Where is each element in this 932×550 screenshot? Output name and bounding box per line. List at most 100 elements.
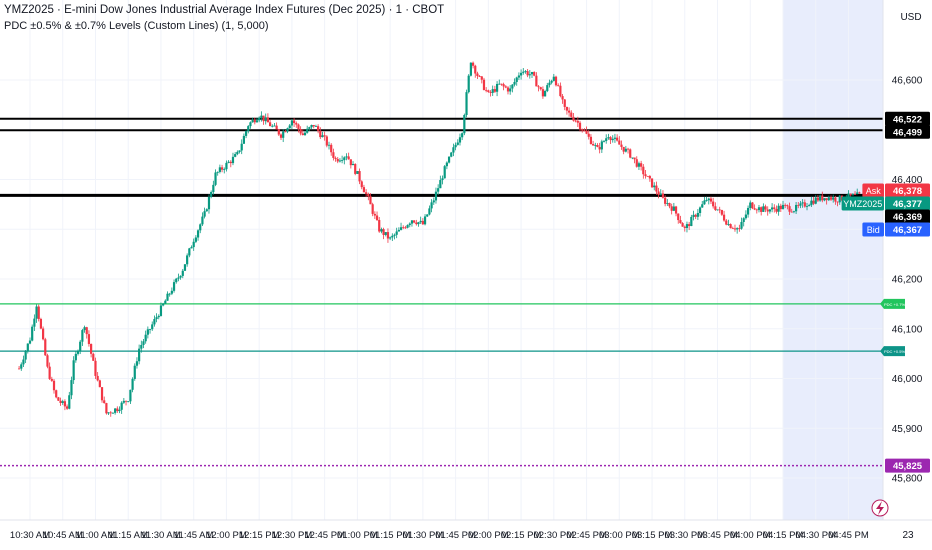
candle-body xyxy=(325,136,328,146)
candle-body xyxy=(303,132,307,136)
candle-body xyxy=(781,204,785,210)
candle-body xyxy=(816,197,820,201)
candle-body xyxy=(367,193,370,197)
candle-body xyxy=(380,229,383,232)
candle-body xyxy=(347,156,350,160)
candle-body xyxy=(240,143,243,151)
candle-body xyxy=(685,224,689,229)
candle-body xyxy=(214,172,217,185)
candle-body xyxy=(487,90,490,92)
candle-body xyxy=(107,412,110,414)
price-label-prefix: Bid xyxy=(867,225,880,235)
candle-body xyxy=(666,203,669,204)
price-label-text: 46,367 xyxy=(893,225,922,236)
currency-button[interactable]: USD xyxy=(900,12,922,23)
candle-body xyxy=(502,84,505,87)
candle-body xyxy=(572,116,575,121)
candle-body xyxy=(469,62,472,76)
candle-body xyxy=(849,193,852,196)
candle-body xyxy=(96,375,99,381)
candle-body xyxy=(788,206,791,212)
candle-body xyxy=(207,196,211,210)
candle-body xyxy=(714,206,717,210)
candle-body xyxy=(365,192,368,194)
time-tick-label: 03:15 PM xyxy=(632,530,673,541)
candle-body xyxy=(581,129,584,131)
candle-body xyxy=(766,209,769,212)
candle-body xyxy=(585,130,588,134)
candle-body xyxy=(613,137,617,139)
candle-body xyxy=(578,122,582,130)
candle-body xyxy=(474,65,477,74)
candle-body xyxy=(114,408,117,413)
candle-body xyxy=(812,200,815,204)
candle-body xyxy=(175,278,178,283)
candle-body xyxy=(729,224,732,229)
candle-body xyxy=(153,319,156,325)
candle-body xyxy=(258,117,261,121)
line-tag-box xyxy=(880,346,905,357)
candle-body xyxy=(834,197,837,202)
candle-body xyxy=(661,193,665,198)
candle-body xyxy=(196,230,200,238)
candle-body xyxy=(524,71,527,72)
candle-body xyxy=(286,128,289,132)
candle-body xyxy=(825,198,828,201)
candle-body xyxy=(238,150,241,152)
candle-body xyxy=(61,401,64,403)
candle-body xyxy=(620,144,623,147)
candle-body xyxy=(768,209,772,212)
candle-body xyxy=(690,216,693,227)
candle-body xyxy=(351,163,355,166)
candle-body xyxy=(851,194,854,196)
candle-body xyxy=(511,84,514,89)
candle-body xyxy=(290,120,294,126)
candle-body xyxy=(679,220,682,224)
candle-body xyxy=(413,220,416,223)
candle-body xyxy=(406,225,409,228)
candle-body xyxy=(738,228,741,229)
time-tick-label: 01:15 PM xyxy=(370,530,411,541)
candle-body xyxy=(600,141,603,150)
candle-body xyxy=(653,185,656,188)
time-tick-label: 10:30 AM xyxy=(10,530,50,541)
candle-body xyxy=(853,194,857,195)
candle-body xyxy=(677,213,680,221)
candle-body xyxy=(39,318,43,329)
candle-body xyxy=(124,400,128,402)
candle-body xyxy=(266,117,270,123)
candle-body xyxy=(70,380,73,396)
candle-body xyxy=(273,125,276,127)
candle-body xyxy=(48,366,51,379)
candle-body xyxy=(821,195,824,201)
candle-body xyxy=(321,135,324,138)
candle-body xyxy=(616,137,619,141)
candle-body xyxy=(701,204,704,208)
candle-body xyxy=(461,133,464,138)
candle-body xyxy=(515,77,518,82)
candle-body xyxy=(554,76,558,86)
candle-body xyxy=(733,228,737,230)
price-label-box xyxy=(885,124,930,139)
candle-body xyxy=(716,209,719,211)
candle-body xyxy=(22,359,25,365)
lightning-icon[interactable] xyxy=(871,499,889,517)
candle-body xyxy=(417,222,420,225)
candle-body xyxy=(92,353,95,361)
candle-body xyxy=(784,204,787,206)
candle-body xyxy=(138,348,141,362)
price-label-box xyxy=(885,222,930,237)
candle-body xyxy=(718,209,721,211)
time-tick-label: 02:15 PM xyxy=(501,530,542,541)
candle-body xyxy=(803,202,806,207)
candle-body xyxy=(618,140,621,145)
candle-body xyxy=(637,163,641,167)
candle-body xyxy=(76,350,80,354)
candle-body xyxy=(90,343,93,354)
candle-body xyxy=(493,89,496,92)
candle-body xyxy=(471,62,475,66)
indicator-legend[interactable]: PDC ±0.5% & ±0.7% Levels (Custom Lines) … xyxy=(4,20,269,32)
candle-body xyxy=(530,72,534,75)
